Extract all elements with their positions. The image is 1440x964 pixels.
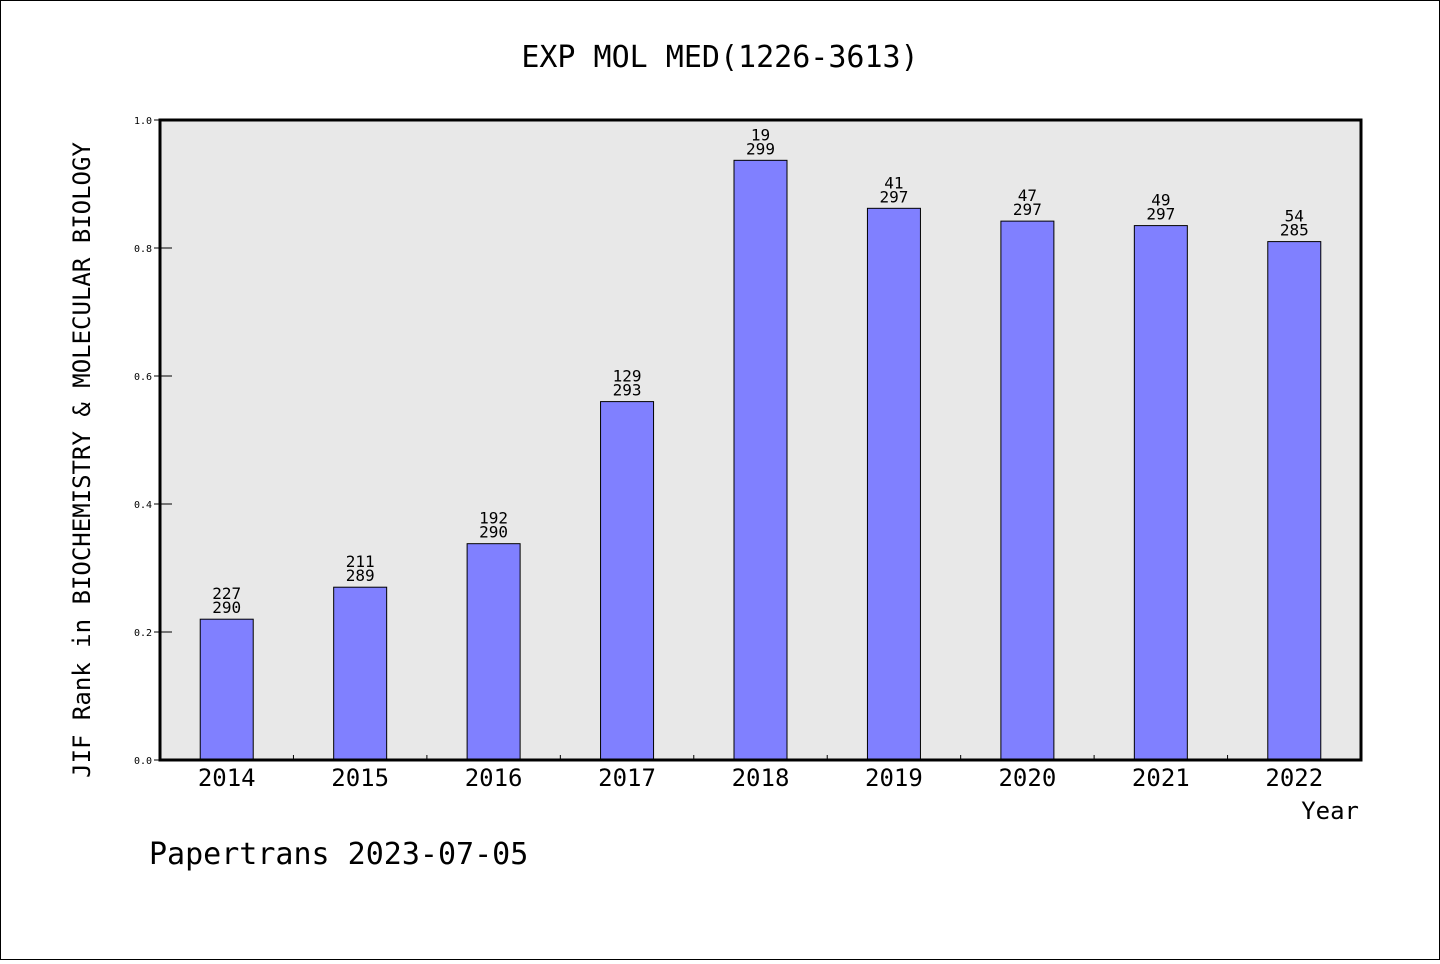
x-tick-label: 2014 xyxy=(198,764,256,792)
x-tick-label: 2017 xyxy=(598,764,656,792)
bar-total-label: 289 xyxy=(346,566,375,585)
ticks-layer: 2014 2015 2016 2017 2018 2019 2020 2021 2022 0.0 0… xyxy=(134,116,1323,792)
bar-2014 xyxy=(199,618,254,761)
bar-rank-label: 19 xyxy=(751,125,770,144)
y-tick-label: 0.6 xyxy=(134,372,152,383)
plot-border xyxy=(158,118,1363,762)
x-tick-label: 2020 xyxy=(998,764,1056,792)
bar-total-label: 293 xyxy=(613,381,642,400)
bar-rank-label: 41 xyxy=(884,173,903,192)
bar-2018 xyxy=(733,159,788,761)
x-tick-label: 2021 xyxy=(1132,764,1190,792)
x-tick-label: 2019 xyxy=(865,764,923,792)
x-tick-label: 2016 xyxy=(465,764,523,792)
y-tick-label: 0.8 xyxy=(134,244,152,255)
bar-rank-label: 192 xyxy=(479,509,508,528)
y-tick-label: 1.0 xyxy=(134,116,152,127)
x-axis-label: Year xyxy=(1301,797,1359,825)
y-tick-label: 0.0 xyxy=(134,756,152,767)
bar-total-label: 299 xyxy=(746,139,775,158)
bar-2022 xyxy=(1267,241,1322,761)
bar-total-label: 297 xyxy=(1013,200,1042,219)
bar-rank-label: 211 xyxy=(346,552,375,571)
y-tick-label: 0.2 xyxy=(134,628,152,639)
bar-rank-label: 54 xyxy=(1285,207,1304,226)
bar-total-label: 297 xyxy=(1146,205,1175,224)
bar-2015 xyxy=(333,586,388,761)
bar-total-label: 290 xyxy=(479,523,508,542)
x-tick-label: 2015 xyxy=(331,764,389,792)
footer-watermark: Papertrans 2023-07-05 xyxy=(149,837,528,872)
chart-title: EXP MOL MED(1226-3613) xyxy=(521,40,918,75)
bar-2019 xyxy=(866,207,921,761)
y-tick-label: 0.4 xyxy=(134,500,152,511)
x-tick-label: 2022 xyxy=(1265,764,1323,792)
bar-2020 xyxy=(1000,220,1055,761)
bar-2016 xyxy=(466,543,521,761)
bar-rank-label: 47 xyxy=(1018,186,1037,205)
bar-rank-label: 49 xyxy=(1151,191,1170,210)
bar-rank-label: 129 xyxy=(613,367,642,386)
bar-total-label: 297 xyxy=(879,187,908,206)
bar-2017 xyxy=(600,401,655,761)
x-tick-label: 2018 xyxy=(732,764,790,792)
bar-total-label: 285 xyxy=(1280,221,1309,240)
bar-total-label: 290 xyxy=(212,598,241,617)
bar-2021 xyxy=(1133,225,1188,761)
bar-rank-label: 227 xyxy=(212,584,241,603)
y-axis-label: JIF Rank in BIOCHEMISTRY & MOLECULAR BIO… xyxy=(68,142,96,778)
